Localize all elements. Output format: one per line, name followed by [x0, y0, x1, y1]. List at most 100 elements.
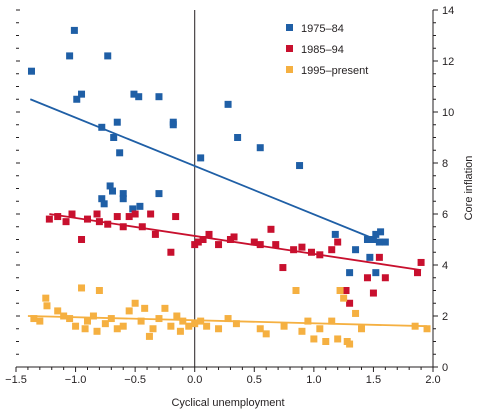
x-tick-label: −0.5 — [124, 374, 146, 386]
points-layer — [27, 26, 431, 348]
series-3-point — [141, 304, 149, 312]
series-2-point — [83, 215, 91, 223]
series-3-point — [81, 325, 89, 333]
series-3-point — [113, 325, 121, 333]
series-1-point — [78, 90, 86, 98]
series-2-point — [62, 218, 70, 226]
series-3-point — [298, 327, 306, 335]
series-3-point — [346, 340, 354, 348]
series-2-point — [125, 213, 133, 221]
series-1-point — [100, 200, 108, 208]
series-2-trend-line — [49, 213, 422, 271]
y-axis-title: Core inflation — [463, 156, 475, 221]
series-3-point — [101, 320, 109, 328]
series-1-point — [377, 228, 385, 236]
series-3-point — [173, 312, 181, 320]
series-1-point — [296, 162, 304, 170]
series-3-point — [215, 325, 223, 333]
series-2-point — [342, 287, 350, 294]
series-3-legend-label: 1995–present — [301, 65, 368, 77]
series-1-point — [113, 118, 121, 126]
series-1-point — [130, 90, 138, 98]
series-2-point — [328, 246, 336, 254]
series-2-point — [167, 248, 175, 256]
series-3-point — [43, 302, 51, 310]
series-2-point — [93, 210, 101, 218]
series-3-point — [30, 315, 38, 323]
series-1-point — [70, 26, 78, 34]
series-3-point — [203, 322, 211, 330]
series-3-point — [185, 322, 193, 330]
series-2-point — [138, 223, 146, 231]
series-2-point — [68, 210, 76, 218]
series-2-point — [381, 274, 389, 282]
series-2-point — [316, 251, 324, 259]
series-2-point — [267, 225, 275, 233]
series-1-point — [369, 236, 377, 243]
series-3-point — [316, 325, 324, 333]
series-2-point — [172, 213, 180, 221]
series-1-point — [98, 123, 106, 131]
axis-layer: −1.5 −1.0 −0.5 0.0 0.5 1.0 1.5 2.00 2 4 6 8 10 12 14 — [5, 5, 454, 386]
x-tick-label: 2.0 — [425, 374, 440, 386]
y-tick-label: 6 — [442, 209, 448, 221]
series-3-point — [42, 294, 50, 302]
x-tick-label: 0.5 — [247, 374, 262, 386]
series-3-point — [292, 287, 300, 294]
series-2-point — [290, 246, 298, 254]
series-2-point — [307, 248, 315, 256]
series-2-point — [151, 230, 159, 238]
series-3-point — [352, 309, 360, 317]
series-3-point — [72, 322, 80, 330]
series-2-point — [147, 210, 155, 218]
series-3-point — [358, 325, 366, 333]
series-3-point — [89, 312, 97, 320]
series-3-point — [131, 299, 139, 307]
series-3-point — [78, 284, 86, 292]
series-2-point — [230, 233, 238, 241]
series-1-point — [256, 144, 264, 152]
x-tick-label: 0.0 — [187, 374, 202, 386]
series-2-point — [414, 269, 422, 277]
series-1-point — [136, 202, 144, 210]
series-2-point — [113, 213, 121, 221]
series-2-point — [250, 238, 258, 246]
series-3-point — [304, 317, 312, 325]
series-3-point — [232, 320, 240, 328]
series-3-point — [60, 312, 68, 320]
y-tick-label: 2 — [442, 311, 448, 323]
series-1-point — [155, 190, 163, 198]
series-1-point — [135, 93, 143, 101]
series-1-point — [129, 205, 137, 213]
series-2-point — [45, 215, 53, 223]
series-3-point — [36, 317, 44, 325]
series-3-point — [197, 317, 205, 325]
series-1-point — [119, 195, 127, 203]
series-2-point — [119, 223, 127, 231]
y-tick-label: 4 — [442, 260, 448, 272]
series-3-legend-swatch — [286, 66, 293, 73]
series-1-point — [110, 134, 118, 141]
series-2-point — [226, 236, 234, 243]
series-1-point — [119, 190, 127, 198]
series-1-point — [169, 121, 177, 129]
series-1-point — [352, 246, 360, 254]
series-1-point — [197, 154, 205, 162]
series-2-point — [104, 220, 112, 228]
series-2-point — [54, 213, 62, 221]
x-tick-label: −1.0 — [65, 374, 87, 386]
series-3-point — [176, 327, 184, 335]
series-3-point — [336, 287, 344, 294]
series-3-point — [191, 320, 199, 328]
series-1-point — [381, 238, 389, 246]
series-3-point — [161, 304, 169, 312]
series-2-legend-swatch — [286, 45, 293, 52]
series-3-point — [83, 317, 91, 325]
series-3-point — [119, 322, 127, 330]
series-3-point — [66, 315, 74, 323]
series-3-point — [125, 307, 133, 315]
x-tick-label: 1.0 — [306, 374, 321, 386]
series-2-point — [375, 253, 383, 261]
series-3-point — [145, 332, 153, 340]
series-2-point — [256, 241, 264, 249]
